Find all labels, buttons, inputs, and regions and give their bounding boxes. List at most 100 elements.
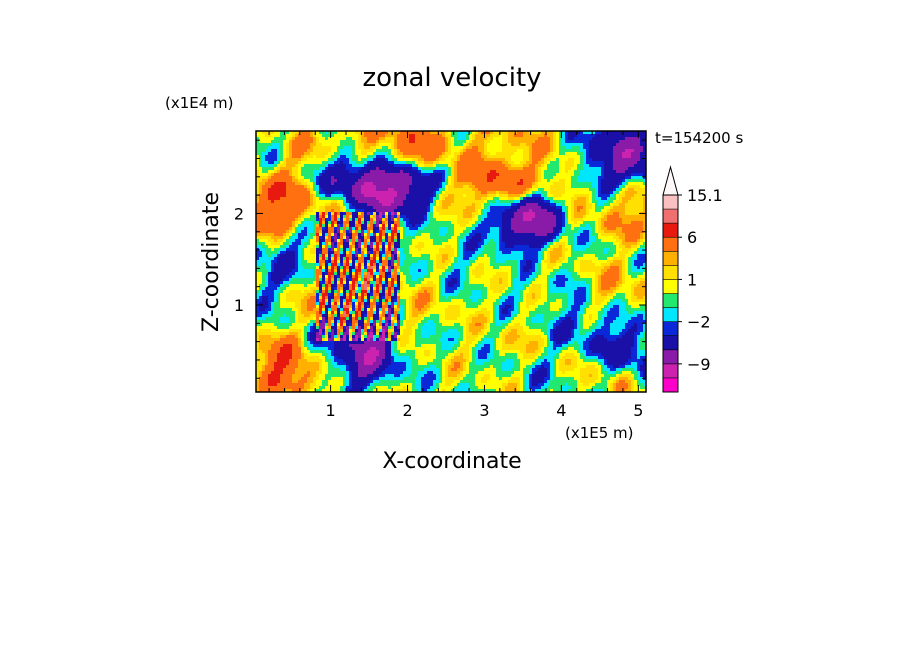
contour-cell (550, 224, 554, 228)
contour-cell (589, 176, 593, 180)
contour-cell (541, 200, 545, 204)
contour-cell (289, 170, 293, 174)
contour-cell (493, 188, 497, 192)
contour-cell (592, 194, 596, 198)
contour-cell (568, 215, 572, 219)
contour-cell (574, 149, 578, 153)
contour-cell (577, 149, 581, 153)
contour-cell (409, 221, 413, 225)
contour-cell (586, 161, 590, 165)
contour-cell (301, 227, 305, 231)
contour-cell (379, 197, 383, 201)
contour-cell (370, 227, 374, 231)
contour-cell (583, 155, 587, 159)
contour-cell (268, 179, 272, 183)
contour-cell (589, 218, 593, 222)
contour-cell (493, 230, 497, 234)
contour-cell (619, 161, 623, 165)
contour-cell (328, 224, 332, 228)
contour-cell (400, 152, 404, 156)
contour-cell (493, 182, 497, 186)
contour-cell (643, 137, 647, 141)
contour-cell (388, 194, 392, 198)
contour-cell (262, 182, 266, 186)
contour-cell (529, 239, 533, 243)
contour-cell (619, 170, 623, 174)
contour-cell (628, 155, 632, 159)
contour-cell (418, 131, 422, 135)
contour-cell (499, 179, 503, 183)
contour-cell (547, 218, 551, 222)
contour-cell (628, 140, 632, 144)
contour-cell (310, 224, 314, 228)
contour-cell (328, 158, 332, 162)
contour-cell (385, 152, 389, 156)
contour-cell (604, 197, 608, 201)
contour-cell (568, 218, 572, 222)
contour-cell (262, 188, 266, 192)
contour-cell (538, 185, 542, 189)
contour-cell (433, 188, 437, 192)
contour-cell (598, 200, 602, 204)
contour-cell (520, 170, 524, 174)
contour-cell (340, 152, 344, 156)
contour-cell (328, 242, 332, 246)
contour-cell (490, 227, 494, 231)
contour-cell (286, 212, 290, 216)
contour-cell (304, 218, 308, 222)
contour-cell (511, 137, 515, 141)
contour-cell (538, 137, 542, 141)
contour-cell (286, 179, 290, 183)
contour-cell (379, 203, 383, 207)
contour-cell (367, 131, 371, 135)
contour-cell (490, 197, 494, 201)
contour-cell (532, 230, 536, 234)
contour-cell (604, 185, 608, 189)
contour-cell (463, 221, 467, 225)
contour-cell (283, 197, 287, 201)
contour-cell (493, 221, 497, 225)
contour-cell (433, 242, 437, 246)
contour-cell (457, 200, 461, 204)
contour-cell (529, 188, 533, 192)
contour-cell (484, 143, 488, 147)
contour-cell (550, 242, 554, 246)
contour-cell (619, 167, 623, 171)
contour-cell (487, 137, 491, 141)
contour-cell (397, 140, 401, 144)
contour-cell (334, 227, 338, 231)
contour-cell (538, 155, 542, 159)
contour-cell (580, 173, 584, 177)
contour-cell (286, 137, 290, 141)
contour-cell (490, 152, 494, 156)
contour-cell (466, 236, 470, 240)
contour-cell (376, 212, 380, 216)
contour-cell (379, 176, 383, 180)
contour-cell (355, 239, 359, 243)
contour-cell (316, 152, 320, 156)
contour-cell (370, 161, 374, 165)
contour-cell (424, 239, 428, 243)
contour-cell (538, 212, 542, 216)
contour-cell (622, 191, 626, 195)
contour-cell (262, 224, 266, 228)
contour-cell (460, 146, 464, 150)
contour-cell (544, 206, 548, 210)
contour-cell (256, 158, 260, 162)
contour-cell (553, 170, 557, 174)
contour-cell (616, 206, 620, 210)
contour-cell (583, 149, 587, 153)
contour-cell (589, 170, 593, 174)
contour-cell (388, 188, 392, 192)
contour-cell (385, 242, 389, 246)
contour-cell (382, 173, 386, 177)
contour-cell (349, 191, 353, 195)
contour-cell (601, 167, 605, 171)
contour-cell (256, 140, 260, 144)
contour-cell (478, 191, 482, 195)
contour-cell (502, 197, 506, 201)
contour-cell (346, 212, 350, 216)
contour-cell (544, 194, 548, 198)
contour-cell (514, 191, 518, 195)
contour-cell (595, 236, 599, 240)
